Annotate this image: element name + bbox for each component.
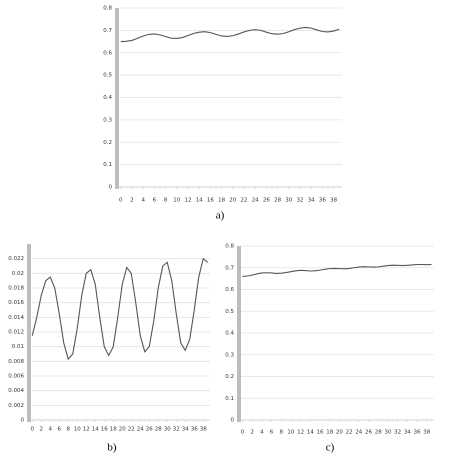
x-tick-label: 28 — [375, 430, 382, 436]
x-tick-label: 36 — [191, 427, 198, 433]
x-tick-label: 24 — [355, 430, 362, 436]
x-tick-label: 0 — [119, 198, 123, 204]
data-line — [242, 263, 432, 277]
y-tick-label: 0.01 — [12, 344, 24, 350]
y-tick-label: 0.012 — [8, 330, 24, 336]
x-tick-label: 36 — [319, 198, 326, 204]
y-tick-label: 0.7 — [103, 28, 112, 34]
x-tick-label: 18 — [110, 427, 117, 433]
data-line — [31, 257, 209, 361]
x-tick-label: 4 — [260, 430, 264, 436]
x-tick-label: 4 — [141, 198, 145, 204]
x-tick-label: 30 — [285, 198, 292, 204]
x-tick-label: 32 — [173, 427, 180, 433]
y-tick-label: 0.02 — [12, 271, 24, 277]
x-tick-label: 12 — [83, 427, 90, 433]
y-tick-label: 0.006 — [8, 374, 24, 380]
x-tick-label: 38 — [423, 430, 430, 436]
x-tick-label: 16 — [207, 198, 214, 204]
x-tick-label: 20 — [229, 198, 236, 204]
x-tick-label: 32 — [297, 198, 304, 204]
y-tick-label: 0.8 — [225, 244, 234, 250]
x-tick-label: 4 — [49, 427, 53, 433]
x-tick-label: 8 — [279, 430, 283, 436]
x-tick-label: 2 — [40, 427, 44, 433]
x-tick-label: 0 — [31, 427, 35, 433]
y-tick-label: 0.6 — [225, 287, 234, 293]
x-tick-label: 18 — [326, 430, 333, 436]
x-tick-label: 28 — [274, 198, 281, 204]
x-tick-label: 38 — [330, 198, 337, 204]
x-tick-label: 38 — [200, 427, 207, 433]
x-tick-label: 2 — [250, 430, 254, 436]
x-tick-label: 14 — [196, 198, 203, 204]
x-tick-label: 28 — [155, 427, 162, 433]
y-tick-label: 0.1 — [225, 396, 234, 402]
x-tick-label: 34 — [404, 430, 411, 436]
x-tick-label: 12 — [185, 198, 192, 204]
x-tick-label: 10 — [287, 430, 294, 436]
y-tick-label: 0.2 — [225, 374, 234, 380]
x-tick-label: 10 — [173, 198, 180, 204]
x-tick-label: 10 — [74, 427, 81, 433]
x-tick-label: 34 — [182, 427, 189, 433]
y-tick-label: 0.004 — [8, 388, 24, 394]
y-tick-label: 0.2 — [103, 140, 112, 146]
x-tick-label: 20 — [336, 430, 343, 436]
x-tick-label: 14 — [92, 427, 99, 433]
x-tick-label: 22 — [241, 198, 248, 204]
y-tick-label: 0.1 — [103, 162, 112, 168]
y-tick-label: 0.5 — [103, 73, 112, 79]
x-tick-label: 6 — [270, 430, 274, 436]
caption: a) — [216, 210, 225, 222]
x-tick-label: 26 — [146, 427, 153, 433]
data-line — [120, 26, 340, 43]
y-tick-label: 0.7 — [225, 265, 234, 271]
x-tick-label: 26 — [263, 198, 270, 204]
x-tick-label: 14 — [307, 430, 314, 436]
x-tick-label: 32 — [394, 430, 401, 436]
x-tick-label: 16 — [101, 427, 108, 433]
caption: c) — [326, 442, 335, 454]
x-tick-label: 16 — [317, 430, 324, 436]
y-tick-label: 0.016 — [8, 300, 24, 306]
y-tick-label: 0 — [109, 185, 113, 191]
x-tick-label: 6 — [153, 198, 157, 204]
x-tick-label: 8 — [164, 198, 168, 204]
y-tick-label: 0.3 — [103, 117, 112, 123]
x-tick-label: 26 — [365, 430, 372, 436]
y-tick-label: 0.4 — [225, 331, 234, 337]
y-tick-label: 0 — [231, 418, 235, 424]
x-tick-label: 22 — [128, 427, 135, 433]
y-tick-label: 0.5 — [225, 309, 234, 315]
x-tick-label: 12 — [297, 430, 304, 436]
x-tick-label: 6 — [58, 427, 62, 433]
caption: b) — [107, 442, 117, 454]
y-tick-label: 0.018 — [8, 286, 24, 292]
x-tick-label: 0 — [241, 430, 245, 436]
x-tick-label: 2 — [130, 198, 134, 204]
x-tick-label: 18 — [218, 198, 225, 204]
x-tick-label: 24 — [252, 198, 259, 204]
x-tick-label: 36 — [414, 430, 421, 436]
x-tick-label: 22 — [346, 430, 353, 436]
y-tick-label: 0.3 — [225, 352, 234, 358]
x-tick-label: 8 — [67, 427, 71, 433]
y-tick-label: 0.6 — [103, 50, 112, 56]
y-tick-label: 0 — [21, 418, 25, 424]
y-tick-label: 0.014 — [8, 315, 24, 321]
y-tick-label: 0.8 — [103, 6, 112, 12]
x-tick-label: 30 — [384, 430, 391, 436]
x-tick-label: 24 — [137, 427, 144, 433]
y-tick-label: 0.002 — [8, 403, 24, 409]
x-tick-label: 20 — [119, 427, 126, 433]
x-tick-label: 34 — [308, 198, 315, 204]
y-tick-label: 0.4 — [103, 95, 112, 101]
y-tick-label: 0.022 — [8, 256, 24, 262]
x-tick-label: 30 — [164, 427, 171, 433]
y-tick-label: 0.008 — [8, 359, 24, 365]
